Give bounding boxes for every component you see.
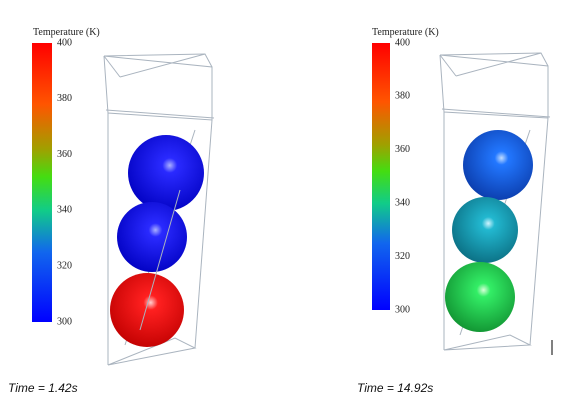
colorbar-tick-label: 360 [57, 149, 72, 160]
colorbar-tick-label: 340 [57, 205, 72, 216]
particle [110, 273, 184, 347]
colorbar-tick-label: 340 [395, 197, 410, 208]
colorbar [372, 43, 390, 310]
colorbar-tick-label: 300 [57, 316, 72, 327]
colorbar-tick-label: 320 [57, 260, 72, 271]
time-caption: Time = 1.42s [8, 381, 78, 395]
particle [463, 130, 533, 200]
colorbar-tick-label: 300 [395, 304, 410, 315]
colorbar-title: Temperature (K) [33, 27, 100, 38]
colorbar-title: Temperature (K) [372, 27, 439, 38]
colorbar-tick-label: 380 [395, 91, 410, 102]
colorbar [32, 43, 52, 322]
particle [445, 262, 515, 332]
colorbar-tick-label: 400 [57, 37, 72, 48]
colorbar-tick-label: 380 [57, 93, 72, 104]
colorbar-tick-label: 360 [395, 144, 410, 155]
time-caption: Time = 14.92s [357, 381, 433, 395]
colorbar-tick-label: 400 [395, 37, 410, 48]
colorbar-tick-label: 320 [395, 251, 410, 262]
particle [128, 135, 204, 211]
particle [452, 197, 518, 263]
particle [117, 202, 187, 272]
